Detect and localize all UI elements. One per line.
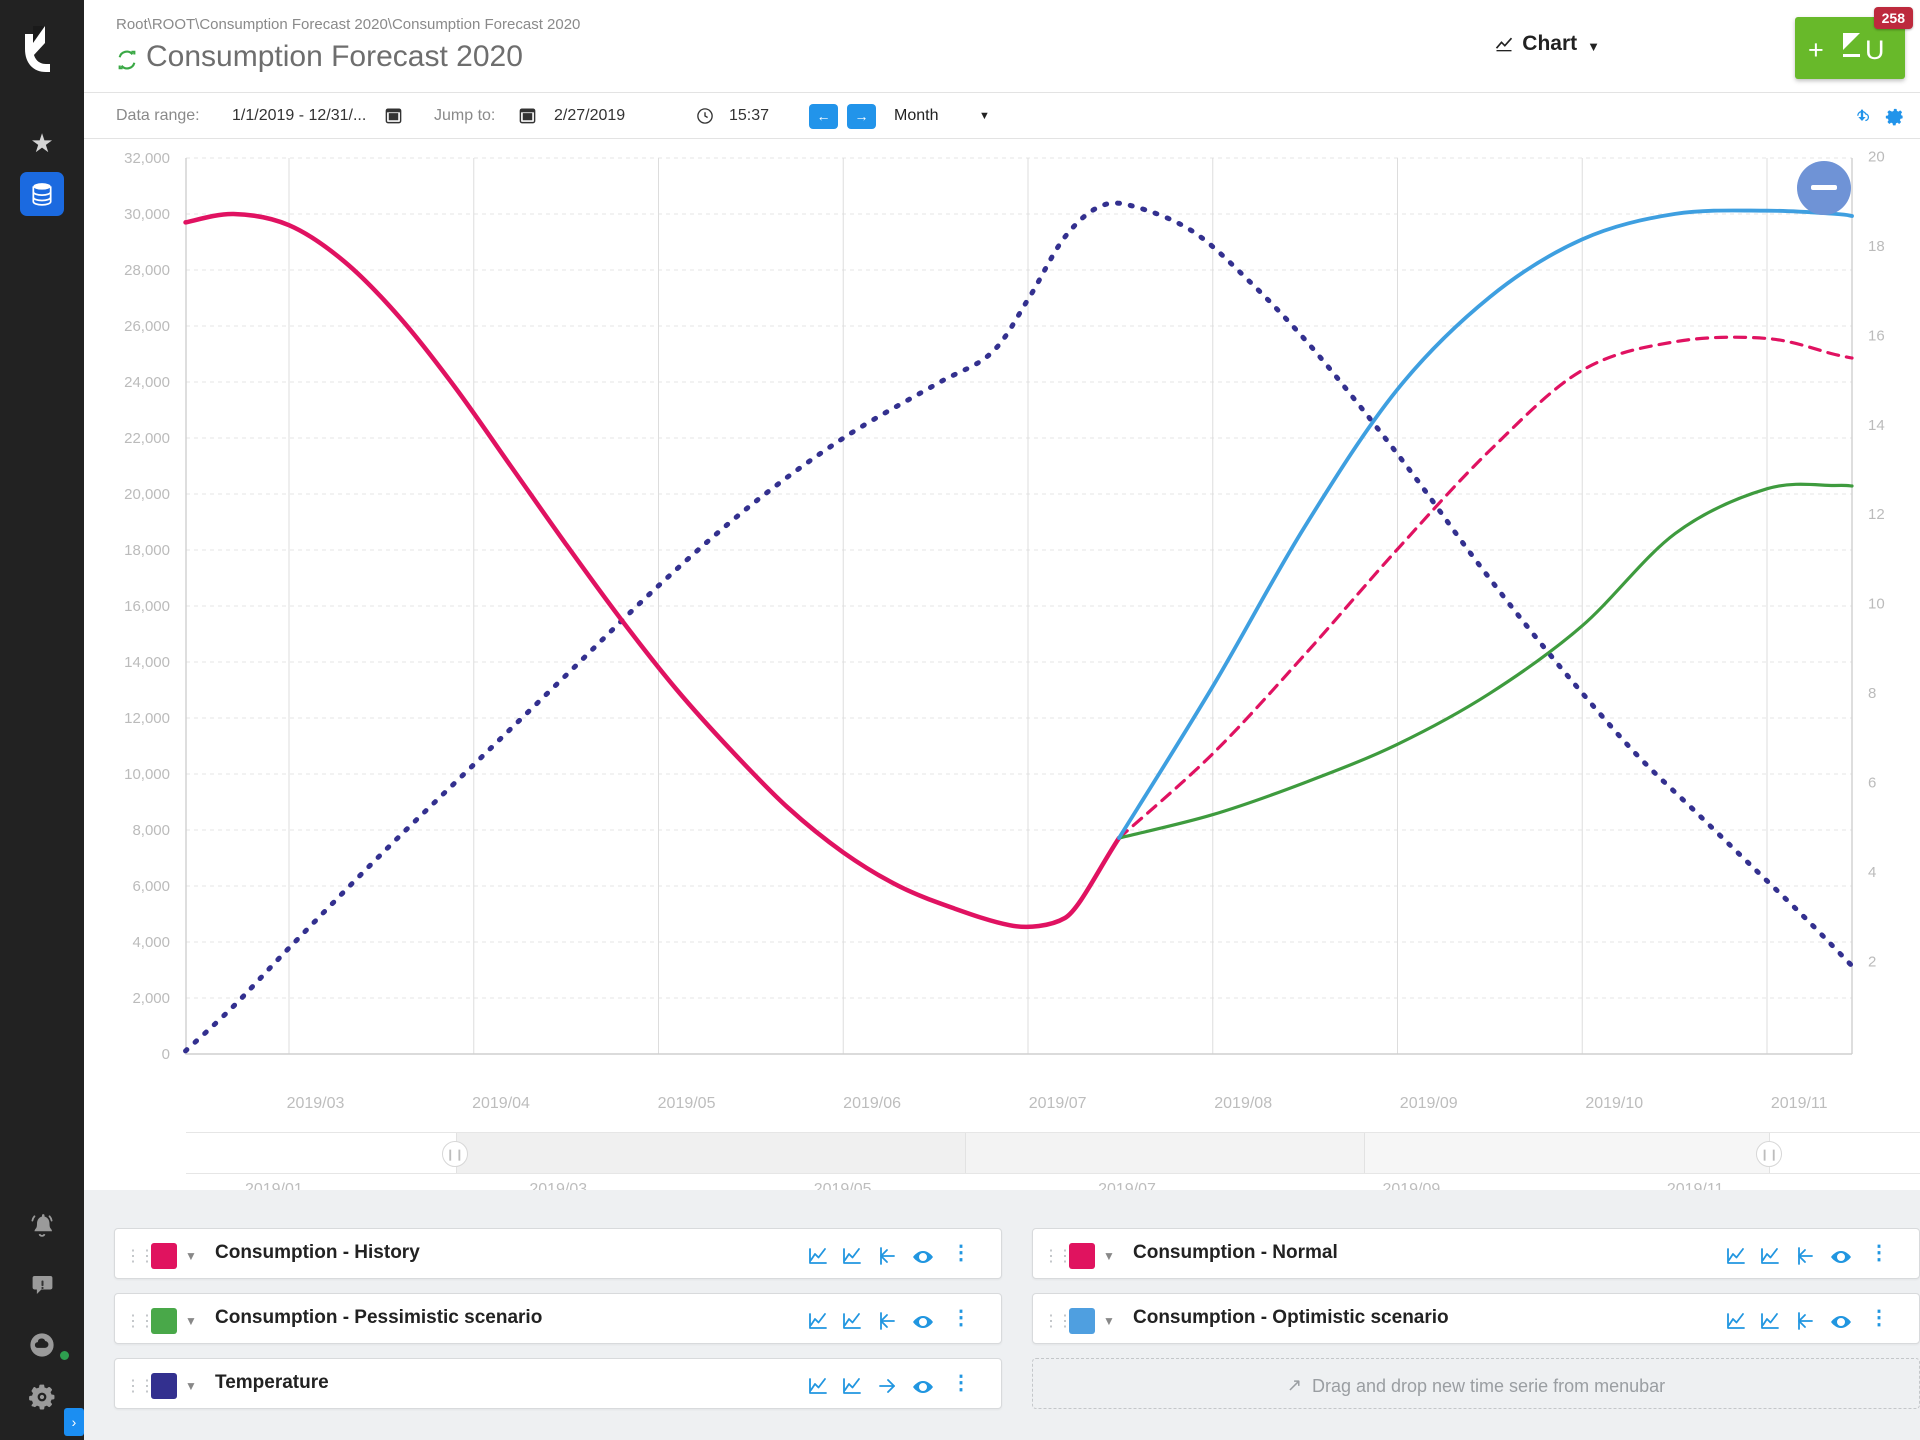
svg-text:8: 8 — [1868, 685, 1876, 702]
svg-text:16,000: 16,000 — [124, 598, 170, 615]
svg-text:10,000: 10,000 — [124, 766, 170, 783]
svg-text:0: 0 — [162, 1046, 170, 1059]
svg-text:6,000: 6,000 — [132, 878, 170, 895]
svg-text:14: 14 — [1868, 417, 1885, 434]
svg-text:4: 4 — [1868, 864, 1876, 881]
svg-text:28,000: 28,000 — [124, 262, 170, 279]
svg-text:8,000: 8,000 — [132, 822, 170, 839]
svg-text:16: 16 — [1868, 327, 1885, 344]
svg-text:12,000: 12,000 — [124, 710, 170, 727]
svg-text:32,000: 32,000 — [124, 150, 170, 167]
svg-text:20,000: 20,000 — [124, 486, 170, 503]
svg-text:30,000: 30,000 — [124, 206, 170, 223]
svg-text:14,000: 14,000 — [124, 654, 170, 671]
svg-text:18: 18 — [1868, 238, 1885, 255]
svg-text:24,000: 24,000 — [124, 374, 170, 391]
svg-text:12: 12 — [1868, 506, 1885, 523]
svg-text:18,000: 18,000 — [124, 542, 170, 559]
svg-text:6: 6 — [1868, 775, 1876, 792]
svg-text:26,000: 26,000 — [124, 318, 170, 335]
svg-text:4,000: 4,000 — [132, 934, 170, 951]
svg-text:2: 2 — [1868, 953, 1876, 970]
svg-text:2,000: 2,000 — [132, 990, 170, 1007]
svg-text:22,000: 22,000 — [124, 430, 170, 447]
svg-text:20: 20 — [1868, 148, 1885, 165]
svg-text:10: 10 — [1868, 596, 1885, 613]
